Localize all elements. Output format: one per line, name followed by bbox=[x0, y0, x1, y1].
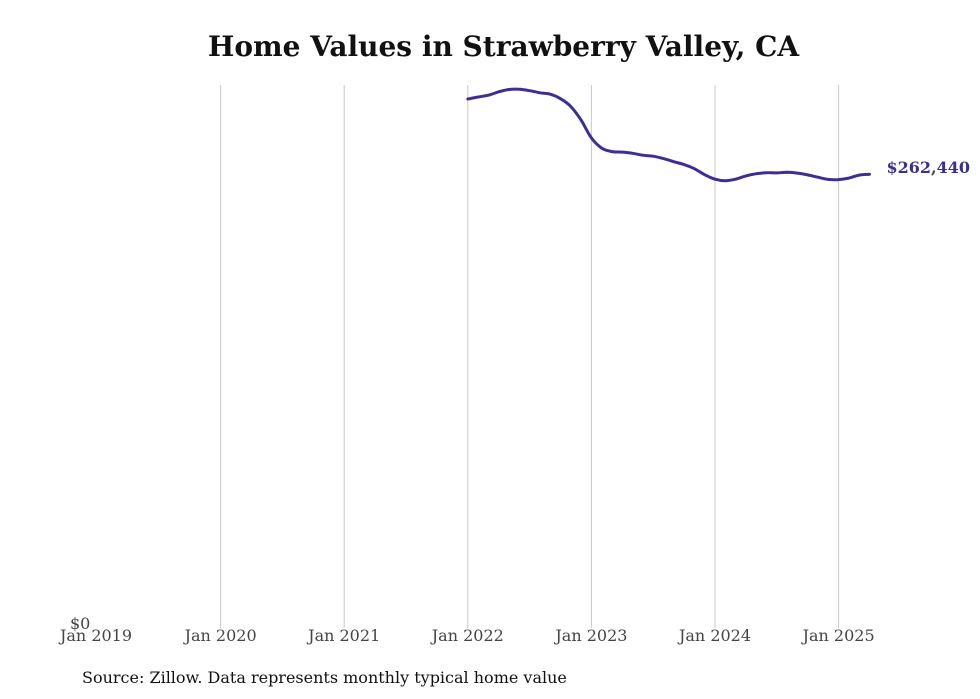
data-point bbox=[538, 91, 542, 95]
x-axis-ticks: Jan 2019 Jan 2020 Jan 2021 Jan 2022 Jan 2023… bbox=[58, 626, 875, 645]
data-point bbox=[806, 173, 809, 177]
x-tick-label: Jan 2025 bbox=[801, 626, 875, 645]
data-point bbox=[858, 173, 861, 177]
data-point bbox=[662, 157, 665, 160]
data-point bbox=[497, 90, 500, 94]
data-point bbox=[785, 171, 789, 174]
data-point bbox=[631, 152, 634, 155]
series-layer: $262,440 bbox=[466, 87, 971, 183]
data-point bbox=[765, 171, 768, 174]
data-point bbox=[796, 171, 799, 175]
data-point bbox=[528, 89, 531, 92]
data-point bbox=[466, 97, 469, 101]
end-value-label: $262,440 bbox=[887, 158, 971, 177]
data-point bbox=[590, 136, 593, 140]
data-point bbox=[682, 163, 686, 166]
x-tick-label: Jan 2020 bbox=[183, 626, 257, 645]
data-point bbox=[724, 179, 727, 182]
data-point bbox=[518, 88, 521, 91]
data-point bbox=[672, 160, 675, 163]
x-tick-label: Jan 2022 bbox=[430, 626, 504, 645]
data-point bbox=[579, 118, 583, 122]
series-line bbox=[466, 87, 871, 183]
data-point bbox=[713, 178, 717, 181]
data-point bbox=[507, 88, 511, 91]
y-axis-ticks: $0 bbox=[70, 614, 90, 633]
x-tick-label: Jan 2023 bbox=[553, 626, 627, 645]
x-tick-label: Jan 2024 bbox=[677, 626, 751, 645]
data-point bbox=[641, 154, 645, 157]
data-point bbox=[847, 176, 851, 180]
data-point bbox=[868, 173, 871, 176]
data-point bbox=[744, 174, 748, 178]
gridlines bbox=[220, 85, 840, 628]
x-tick-label: Jan 2019 bbox=[58, 626, 132, 645]
data-point bbox=[476, 95, 480, 99]
data-point bbox=[600, 146, 603, 150]
chart-title: Home Values in Strawberry Valley, CA bbox=[207, 30, 800, 63]
data-point bbox=[549, 93, 552, 96]
data-point bbox=[559, 97, 562, 100]
data-point bbox=[487, 94, 490, 97]
data-point bbox=[693, 167, 696, 170]
data-point bbox=[827, 178, 830, 181]
data-point bbox=[837, 178, 840, 181]
data-point bbox=[610, 150, 614, 153]
source-note: Source: Zillow. Data represents monthly … bbox=[82, 668, 567, 687]
data-point bbox=[652, 155, 655, 158]
data-point bbox=[569, 105, 572, 108]
data-point bbox=[755, 172, 758, 175]
x-tick-label: Jan 2021 bbox=[306, 626, 380, 645]
data-point bbox=[775, 171, 778, 175]
data-point bbox=[621, 150, 624, 154]
y-tick-label: $0 bbox=[70, 614, 90, 633]
data-point bbox=[703, 173, 706, 176]
data-point bbox=[734, 178, 737, 181]
data-point bbox=[816, 176, 820, 179]
